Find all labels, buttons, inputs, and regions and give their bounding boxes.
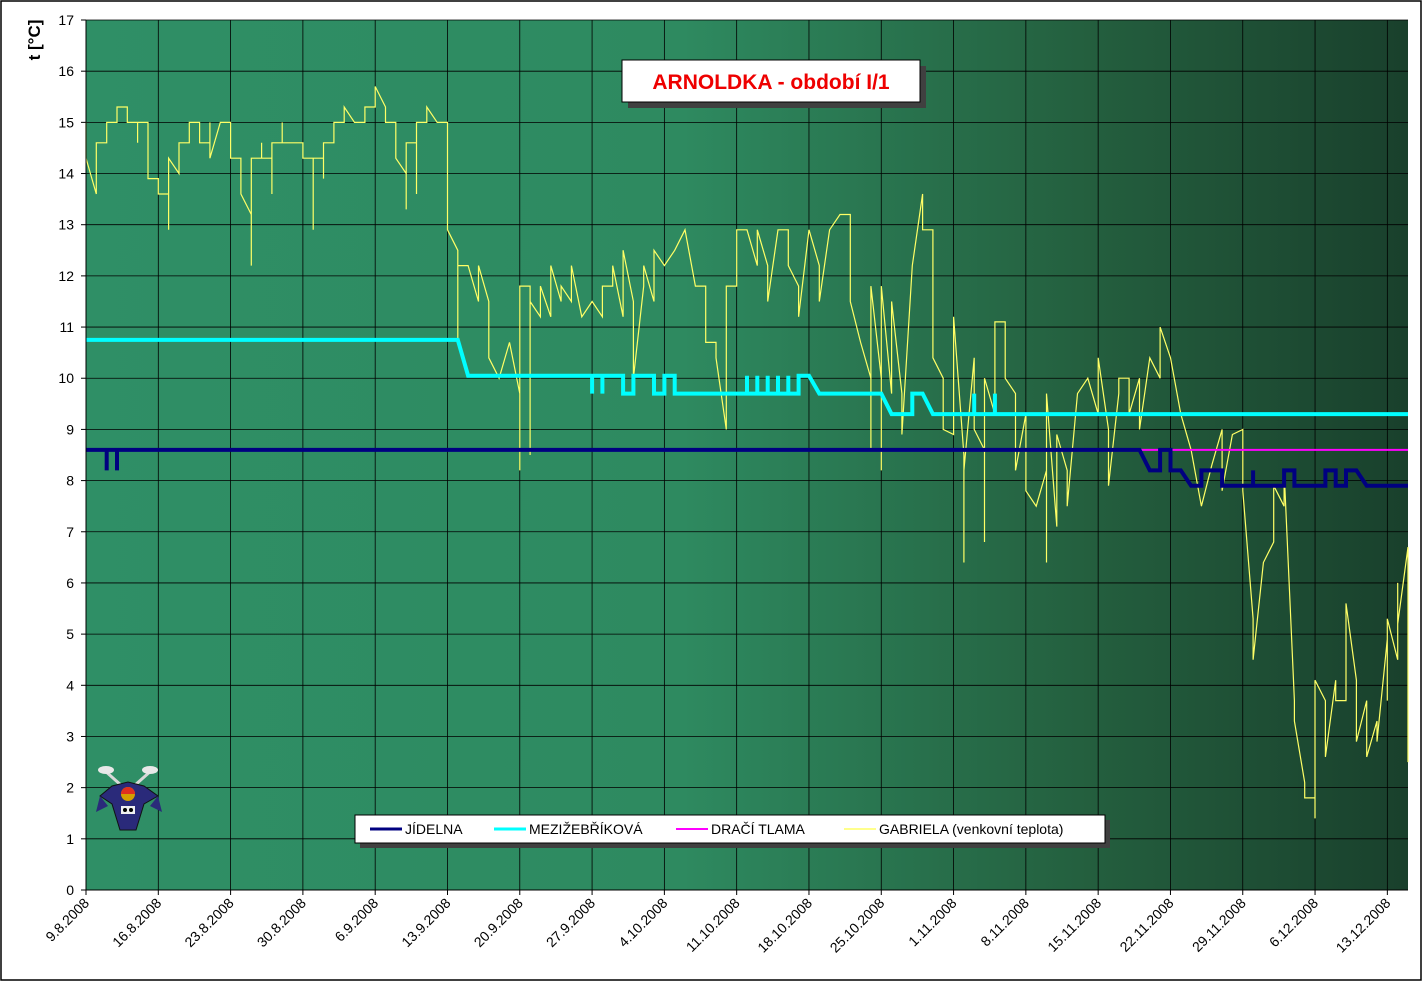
y-tick-label: 15 bbox=[58, 114, 74, 130]
y-tick-label: 13 bbox=[58, 217, 74, 233]
y-tick-label: 5 bbox=[66, 626, 74, 642]
legend-label-jidelna: JÍDELNA bbox=[405, 821, 463, 837]
series-line-1 bbox=[86, 337, 1408, 417]
series-line-3 bbox=[85, 86, 1409, 819]
y-tick-label: 2 bbox=[66, 780, 74, 796]
y-tick-label: 17 bbox=[58, 12, 74, 28]
y-tick-label: 8 bbox=[66, 473, 74, 489]
y-tick-label: 9 bbox=[66, 421, 74, 437]
y-axis-label: t [°C] bbox=[25, 20, 44, 61]
y-tick-label: 12 bbox=[58, 268, 74, 284]
series-layer bbox=[85, 86, 1409, 819]
legend-label-gabriela: GABRIELA (venkovní teplota) bbox=[879, 821, 1063, 837]
chart-title: ARNOLDKA - období I/1 bbox=[652, 71, 890, 94]
y-tick-label: 6 bbox=[66, 575, 74, 591]
y-tick-label: 7 bbox=[66, 524, 74, 540]
y-tick-label: 11 bbox=[59, 319, 74, 335]
legend: JÍDELNA MEZIŽEBŘÍKOVÁ DRAČÍ TLAMA GABRIE… bbox=[354, 814, 1110, 848]
series-line-0 bbox=[86, 447, 1408, 488]
y-tick-label: 1 bbox=[66, 831, 74, 847]
chart-title-box: ARNOLDKA - období I/1 bbox=[621, 59, 926, 108]
y-tick-label: 0 bbox=[66, 882, 74, 898]
legend-label-draci-tlama: DRAČÍ TLAMA bbox=[711, 821, 806, 837]
mascot-icon bbox=[96, 766, 162, 831]
y-tick-label: 16 bbox=[58, 63, 74, 79]
legend-label-mezizebrikova: MEZIŽEBŘÍKOVÁ bbox=[529, 821, 643, 837]
y-tick-label: 3 bbox=[66, 728, 74, 744]
y-tick-label: 4 bbox=[66, 677, 74, 693]
plot-area bbox=[86, 20, 1408, 890]
y-tick-label: 10 bbox=[58, 370, 74, 386]
y-tick-label: 14 bbox=[58, 166, 74, 182]
